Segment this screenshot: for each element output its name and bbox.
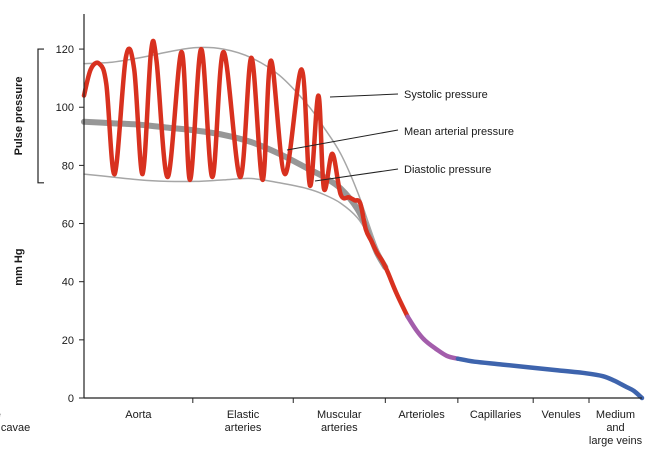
category-label: Aorta (125, 409, 152, 421)
pulse-pressure-label: Pulse pressure (13, 77, 25, 156)
category-label: Medium and large veins (589, 409, 643, 447)
mean-leader-line (286, 129, 399, 151)
mean-annotation: Mean arterial pressure (404, 126, 514, 138)
veins-line (455, 356, 645, 401)
y-tick-label: 0 (68, 393, 74, 405)
plot-area (81, 38, 645, 401)
pressure-wave-line (81, 38, 410, 319)
annotations: Systolic pressure Mean arterial pressure D… (286, 89, 514, 182)
pulse-pressure-bracket (37, 48, 44, 184)
y-tick-label: 20 (62, 335, 74, 347)
y-tick-label: 100 (56, 102, 74, 114)
category-label: Muscular arteries (317, 409, 362, 434)
diastolic-leader-line (314, 168, 399, 182)
category-label: Capillaries (470, 409, 522, 421)
y-tick-label: 80 (62, 160, 74, 172)
category-label: Elastic arteries (225, 409, 262, 434)
y-tick-label: 60 (62, 219, 74, 231)
axes (37, 14, 642, 403)
systolic-line (83, 46, 387, 265)
diastolic-annotation: Diastolic pressure (404, 164, 491, 176)
category-label: Arterioles (398, 409, 445, 421)
systolic-annotation: Systolic pressure (404, 89, 488, 101)
systolic-leader-line (329, 93, 399, 98)
y-tick-label: 40 (62, 277, 74, 289)
y-tick-label: 120 (56, 44, 74, 56)
capillaries-line (405, 314, 461, 361)
category-label: Venules (542, 409, 582, 421)
labels: 0 20 40 60 80 100 120 Aorta Elastic arteries Muscu… (0, 44, 643, 447)
category-label: Venaecavae (0, 409, 30, 434)
y-axis-title: mm Hg (13, 249, 25, 286)
